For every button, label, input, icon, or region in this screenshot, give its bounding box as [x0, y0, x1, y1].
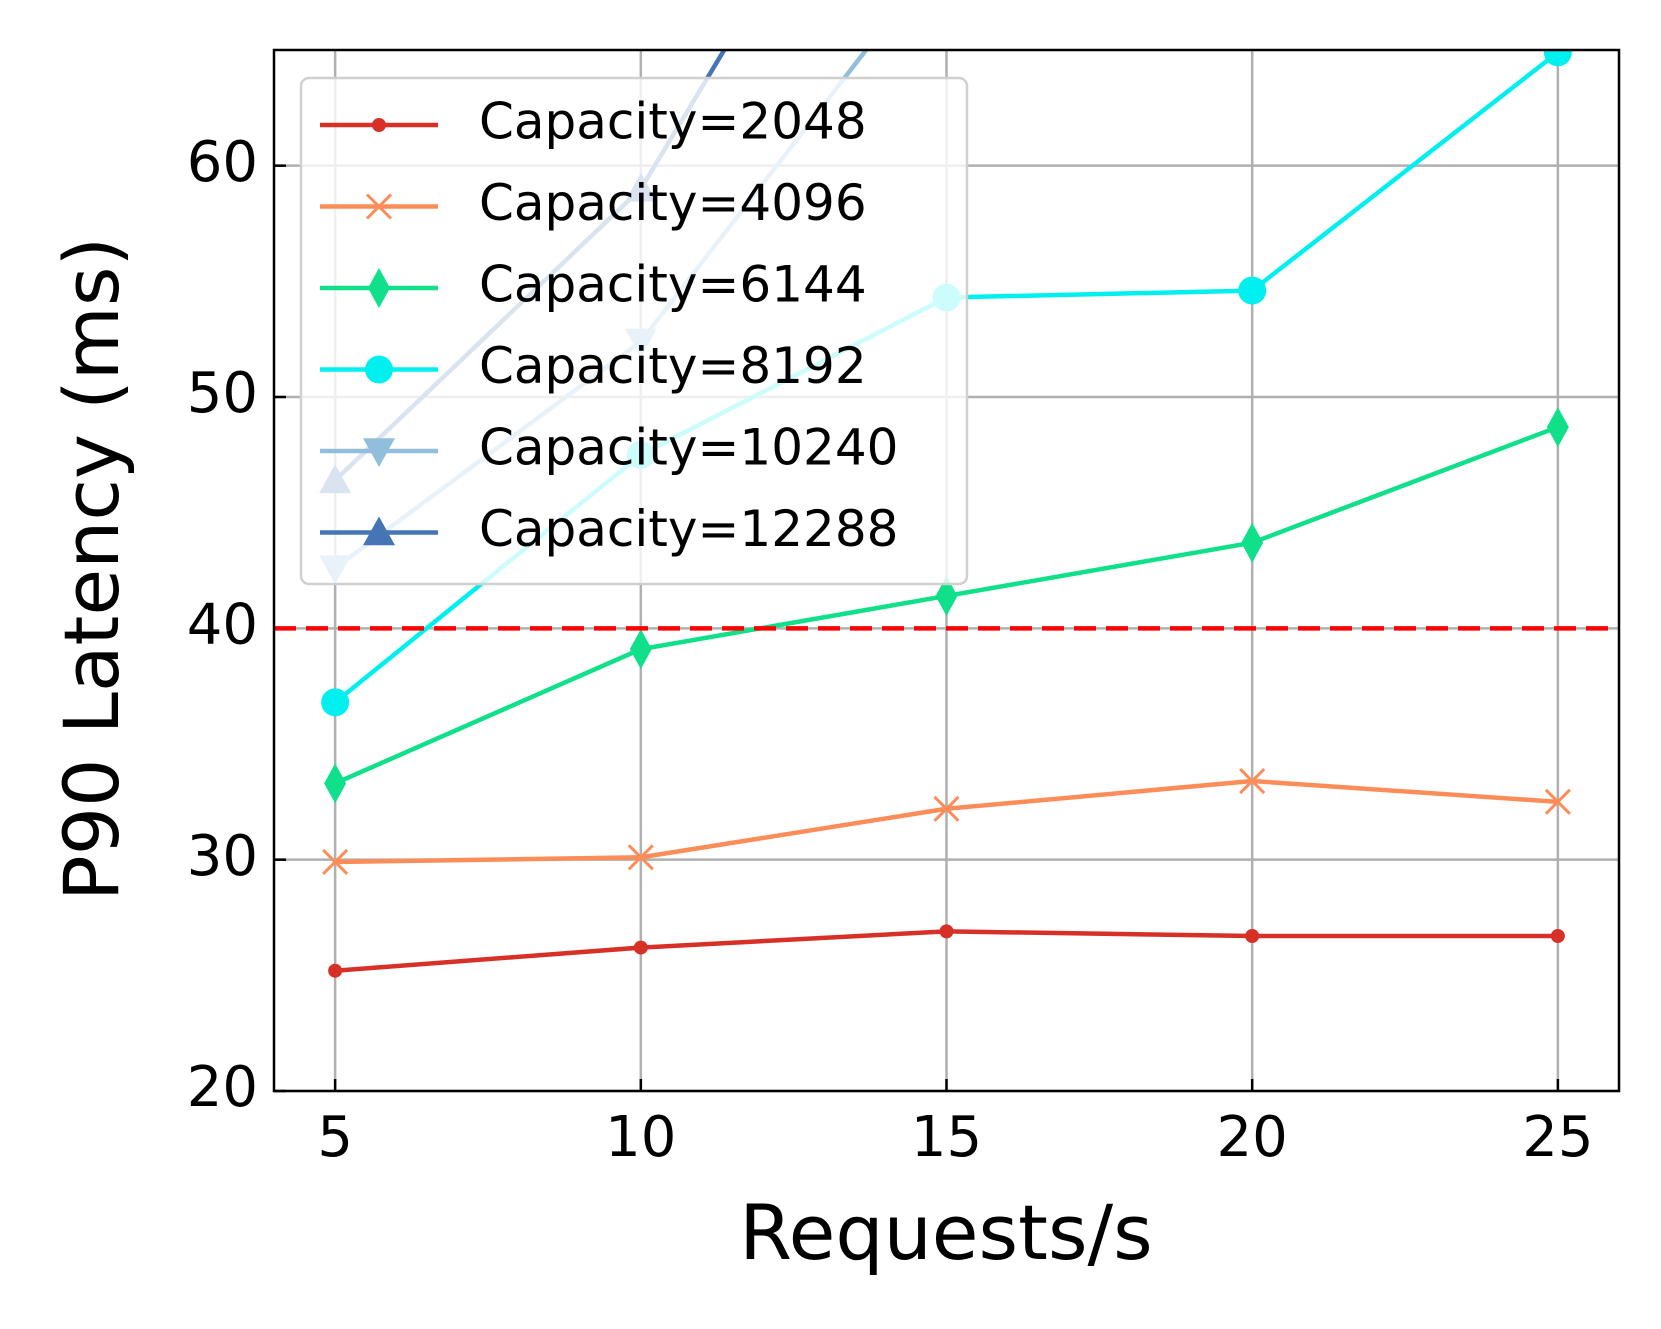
- marker: [1546, 407, 1569, 448]
- y-tick-label: 30: [187, 824, 258, 889]
- marker: [933, 795, 960, 822]
- marker: [1245, 929, 1260, 944]
- marker: [939, 924, 954, 939]
- marker: [363, 516, 395, 546]
- marker: [321, 688, 350, 717]
- marker: [1239, 767, 1266, 795]
- y-tick-label: 40: [187, 592, 258, 657]
- x-tick-label: 25: [1522, 1105, 1593, 1170]
- legend-label: Capacity=6144: [479, 256, 867, 314]
- y-axis-label: P90 Latency (ms): [47, 237, 136, 901]
- marker: [372, 118, 386, 132]
- axes-frame: [272, 48, 1621, 1093]
- y-tick-label: 60: [187, 130, 258, 195]
- marker: [1550, 929, 1565, 944]
- marker: [365, 193, 393, 220]
- marker: [368, 268, 390, 308]
- x-tick-label: 20: [1217, 1105, 1288, 1170]
- legend-label: Capacity=4096: [479, 174, 867, 232]
- x-tick-label: 5: [317, 1105, 353, 1170]
- marker: [1544, 788, 1571, 815]
- y-tick-label: 50: [187, 361, 258, 426]
- legend-label: Capacity=12288: [479, 500, 898, 558]
- legend-label: Capacity=2048: [479, 93, 867, 151]
- y-tick-label: 20: [187, 1055, 258, 1120]
- marker: [1238, 276, 1267, 305]
- marker: [1241, 522, 1264, 563]
- marker: [629, 629, 652, 670]
- marker: [365, 355, 393, 384]
- marker: [633, 940, 648, 955]
- marker: [322, 848, 349, 876]
- legend: Capacity=2048 Capacity=4096 Capacity=6144 C…: [299, 76, 969, 586]
- legend-label: Capacity=8192: [479, 337, 867, 395]
- x-tick-label: 15: [911, 1105, 982, 1170]
- legend-box: [299, 76, 969, 586]
- marker: [363, 438, 395, 467]
- marker: [627, 844, 654, 871]
- marker: [1543, 50, 1572, 67]
- marker: [324, 763, 347, 804]
- marker: [935, 575, 958, 616]
- marker: [328, 963, 343, 978]
- legend-label: Capacity=10240: [479, 419, 898, 477]
- x-axis-label: Requests/s: [739, 1188, 1153, 1277]
- x-tick-label: 10: [605, 1105, 676, 1170]
